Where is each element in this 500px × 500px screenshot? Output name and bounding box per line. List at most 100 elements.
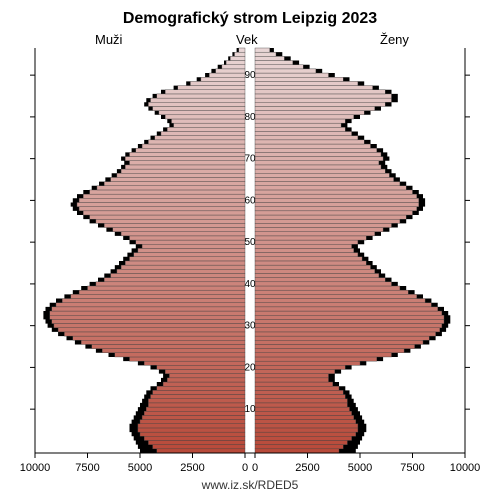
female-bar [255,415,354,419]
female-bar [255,369,335,373]
male-bar [77,202,245,206]
female-bar [255,232,375,236]
male-bar [111,273,245,277]
male-bar [190,81,245,85]
male-bar [125,165,245,169]
y-tick-label: 20 [244,362,256,373]
male-bar [167,378,245,382]
x-tick-label: 0 [242,462,248,474]
female-bar [255,219,400,223]
male-bar [138,424,245,428]
footer-url: www.iz.sk/RDED5 [0,478,500,492]
male-bar [136,148,245,152]
male-bar [153,445,245,449]
female-bar [255,303,431,307]
female-bar [255,290,408,294]
female-bar [255,56,284,60]
male-bar [104,223,245,227]
male-bar [148,399,245,403]
female-bar [255,390,343,394]
male-bar [165,369,245,373]
female-bar [255,102,385,106]
female-bar [255,90,385,94]
male-bar [64,332,245,336]
female-bar [255,186,406,190]
male-bar [140,420,245,424]
male-bar [239,48,245,52]
female-bar [255,432,356,436]
female-bar [255,77,343,81]
female-bar [255,61,293,65]
female-bar [255,411,352,415]
female-bar [255,311,442,315]
female-bar [255,378,329,382]
female-bar [255,428,358,432]
female-bar [255,81,358,85]
male-bar [71,294,245,298]
male-bar [104,182,245,186]
female-bar [255,328,440,332]
female-bar [255,424,358,428]
male-bar [153,106,245,110]
female-bar [255,244,352,248]
male-bar [157,449,245,453]
female-bar [255,307,438,311]
female-bar [255,278,385,282]
female-bar [255,361,360,365]
female-bar [255,194,417,198]
x-tick-label: 5000 [128,462,152,474]
male-bar [178,86,245,90]
female-bar [255,294,417,298]
male-bar [117,173,245,177]
male-bar [222,65,245,69]
female-bar [255,315,444,319]
female-bar [255,115,354,119]
male-bar [157,386,245,390]
female-bar [255,106,375,110]
male-bar [148,440,245,444]
female-bar [255,273,379,277]
female-bar [255,144,371,148]
female-bar [255,136,358,140]
y-tick-label: 90 [244,70,256,81]
x-tick-label: 10000 [450,462,481,474]
male-bar [83,194,245,198]
male-bar [130,152,246,156]
y-tick-label: 60 [244,195,256,206]
female-bar [255,119,345,123]
male-bar [125,157,245,161]
male-bar [62,299,245,303]
male-bar [235,52,246,56]
male-bar [79,198,245,202]
male-bar [144,361,245,365]
male-bar [136,240,245,244]
female-bar [255,407,350,411]
female-bar [255,169,385,173]
female-bar [255,223,392,227]
male-bar [96,219,245,223]
male-bar [151,98,246,102]
male-bar [125,261,245,265]
male-bar [58,328,245,332]
female-bar [255,132,352,136]
male-bar [155,136,245,140]
female-bar [255,374,329,378]
male-bar [167,127,245,131]
female-bar [255,190,413,194]
male-bar [201,77,245,81]
female-bar [255,127,345,131]
female-bar [255,253,358,257]
female-bar [255,215,406,219]
female-bar [255,257,362,261]
female-bar [255,349,404,353]
y-tick-label: 40 [244,279,256,290]
female-bar [255,261,366,265]
y-tick-label: 80 [244,112,256,123]
male-bar [92,344,245,348]
female-bar [255,357,377,361]
male-bar [153,390,245,394]
y-tick-label: 30 [244,321,256,332]
male-bar [130,257,246,261]
male-bar [115,353,245,357]
female-bar [255,365,345,369]
